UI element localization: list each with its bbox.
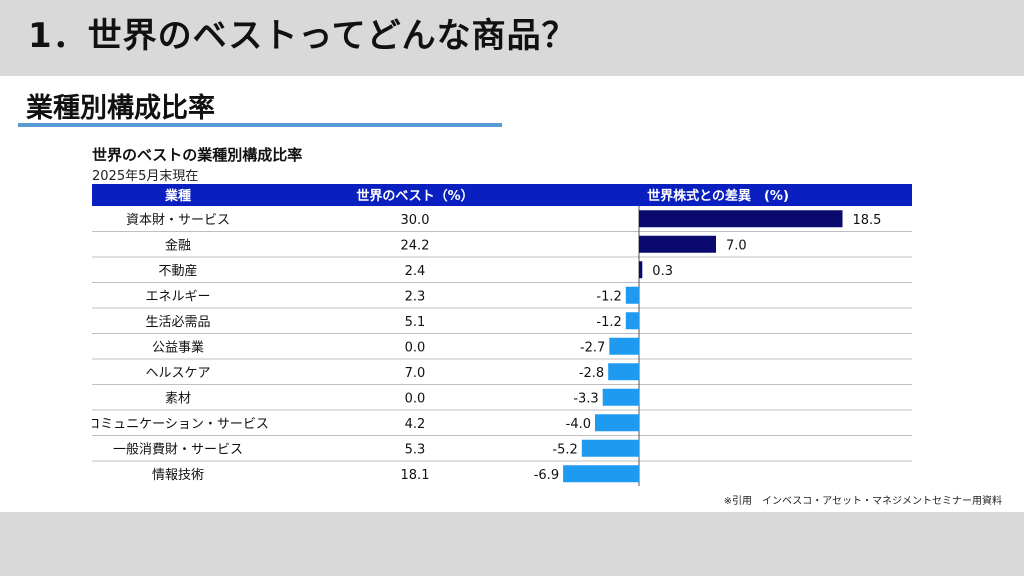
table-header-bg (92, 184, 912, 206)
section-subtitle: 業種別構成比率 (26, 93, 215, 124)
best-value: 0.0 (405, 340, 426, 355)
diff-bar (639, 210, 843, 228)
diff-bar (602, 388, 639, 406)
category-label: 金融 (165, 237, 191, 253)
diff-bar (581, 439, 639, 457)
category-label: コミュニケーション・サービス (92, 417, 269, 432)
chart-date: 2025年5月末現在 (92, 169, 199, 184)
category-label: ヘルスケア (145, 366, 210, 381)
chart-title: 世界のベストの業種別構成比率 (92, 146, 303, 164)
diff-bar (625, 286, 639, 304)
best-value: 0.0 (405, 391, 426, 406)
diff-value-label: 7.0 (726, 238, 747, 253)
best-value: 7.0 (405, 366, 426, 381)
best-value: 4.2 (405, 417, 426, 432)
diff-bar (608, 363, 639, 381)
category-label: 公益事業 (152, 339, 204, 355)
best-value: 5.3 (405, 442, 426, 457)
diff-value-label: -6.9 (534, 468, 559, 483)
subtitle-underline (18, 123, 502, 127)
diff-value-label: -2.7 (580, 340, 605, 355)
category-label: 不動産 (158, 263, 197, 279)
category-label: 資本財・サービス (126, 213, 230, 228)
diff-bar (563, 465, 639, 483)
diff-value-label: -3.3 (573, 391, 598, 406)
slide-content: 業種別構成比率 世界のベストの業種別構成比率 2025年5月末現在 業種 世界のベ… (0, 76, 1024, 512)
title-band: 1．世界のベストってどんな商品？ (0, 0, 1024, 76)
diff-value-label: -4.0 (566, 417, 591, 432)
best-value: 24.2 (401, 238, 430, 253)
best-value: 2.3 (405, 289, 426, 304)
sector-table-chart: 業種 世界のベスト（%） 世界株式との差異 (%) 資本財・サービス 30.0 18.5 金… (92, 184, 912, 486)
category-label: 情報技術 (152, 468, 204, 483)
source-footnote: ※引用 インベスコ・アセット・マネジメントセミナー用資料 (723, 496, 1002, 507)
table-header-1: 業種 (164, 188, 191, 204)
best-value: 5.1 (405, 315, 426, 330)
diff-bar (639, 261, 643, 279)
diff-bar (609, 337, 639, 355)
diff-bar (595, 414, 639, 432)
diff-value-label: -5.2 (552, 442, 577, 457)
diff-value-label: -1.2 (596, 315, 621, 330)
category-label: 一般消費財・サービス (113, 441, 243, 457)
page-title: 1．世界のベストってどんな商品？ (28, 16, 577, 56)
table-header-2: 世界のベスト（%） (356, 188, 473, 204)
diff-bar (625, 312, 639, 330)
category-label: 生活必需品 (145, 315, 210, 330)
best-value: 18.1 (401, 468, 430, 483)
table-header-3: 世界株式との差異 (%) (647, 188, 789, 204)
category-label: 素材 (165, 391, 191, 406)
best-value: 30.0 (401, 213, 430, 228)
best-value: 2.4 (405, 264, 426, 279)
diff-value-label: 18.5 (853, 213, 882, 228)
diff-bar (639, 235, 716, 253)
category-label: エネルギー (145, 289, 210, 304)
diff-value-label: -2.8 (579, 366, 604, 381)
diff-value-label: -1.2 (596, 289, 621, 304)
diff-value-label: 0.3 (652, 264, 673, 279)
